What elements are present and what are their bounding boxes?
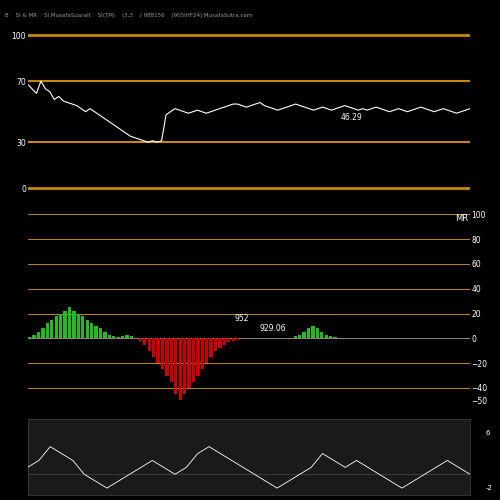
Bar xyxy=(37,332,40,338)
Bar xyxy=(59,314,62,338)
Bar xyxy=(298,334,302,338)
Bar xyxy=(329,336,332,338)
Bar xyxy=(214,338,217,351)
Bar xyxy=(161,338,164,370)
Text: -2: -2 xyxy=(486,485,493,491)
Bar xyxy=(334,337,336,338)
Bar xyxy=(116,337,120,338)
Bar xyxy=(72,311,76,338)
Bar xyxy=(28,337,32,338)
Bar xyxy=(76,314,80,338)
Bar xyxy=(232,338,235,341)
Bar xyxy=(320,332,324,338)
Bar xyxy=(200,338,204,370)
Bar xyxy=(148,338,151,351)
Bar xyxy=(324,334,328,338)
Bar xyxy=(205,338,208,363)
Bar xyxy=(81,316,84,338)
Bar xyxy=(46,324,49,338)
Bar xyxy=(86,320,89,338)
Bar xyxy=(316,328,319,338)
Bar xyxy=(50,320,53,338)
Bar xyxy=(112,336,116,338)
Bar xyxy=(104,332,106,338)
Bar xyxy=(68,308,71,338)
Bar xyxy=(165,338,168,376)
Bar xyxy=(210,338,213,357)
Bar xyxy=(302,332,306,338)
Bar xyxy=(218,338,222,348)
Text: 46.29: 46.29 xyxy=(340,114,362,122)
Bar xyxy=(236,338,240,340)
Bar xyxy=(54,316,58,338)
Bar xyxy=(94,326,98,338)
Bar xyxy=(183,338,186,394)
Bar xyxy=(152,338,156,357)
Bar xyxy=(307,328,310,338)
Text: MR: MR xyxy=(454,214,468,224)
Bar xyxy=(170,338,173,382)
Bar xyxy=(99,328,102,338)
Text: 952: 952 xyxy=(235,314,250,324)
Bar xyxy=(42,328,44,338)
Text: 929.06: 929.06 xyxy=(260,324,286,334)
Bar xyxy=(178,338,182,400)
Bar xyxy=(32,334,36,338)
Bar xyxy=(188,338,190,388)
Bar xyxy=(294,336,297,338)
Bar xyxy=(108,334,111,338)
Bar xyxy=(126,334,128,338)
Bar xyxy=(312,326,314,338)
Bar xyxy=(121,336,124,338)
Bar xyxy=(227,338,230,342)
Bar xyxy=(223,338,226,344)
Bar xyxy=(130,336,133,338)
Bar xyxy=(196,338,200,376)
Bar xyxy=(174,338,178,394)
Bar xyxy=(192,338,195,382)
Bar xyxy=(64,311,67,338)
Text: 6: 6 xyxy=(486,430,490,436)
Bar xyxy=(138,338,142,341)
Bar xyxy=(90,324,94,338)
Bar xyxy=(143,338,146,344)
Text: B    SI & MR    SI MusafaSuaralt    SI(TM)    (3,3    / 988156    (905IHF24) Mus: B SI & MR SI MusafaSuaralt SI(TM) (3,3 /… xyxy=(5,12,252,18)
Bar xyxy=(156,338,160,363)
